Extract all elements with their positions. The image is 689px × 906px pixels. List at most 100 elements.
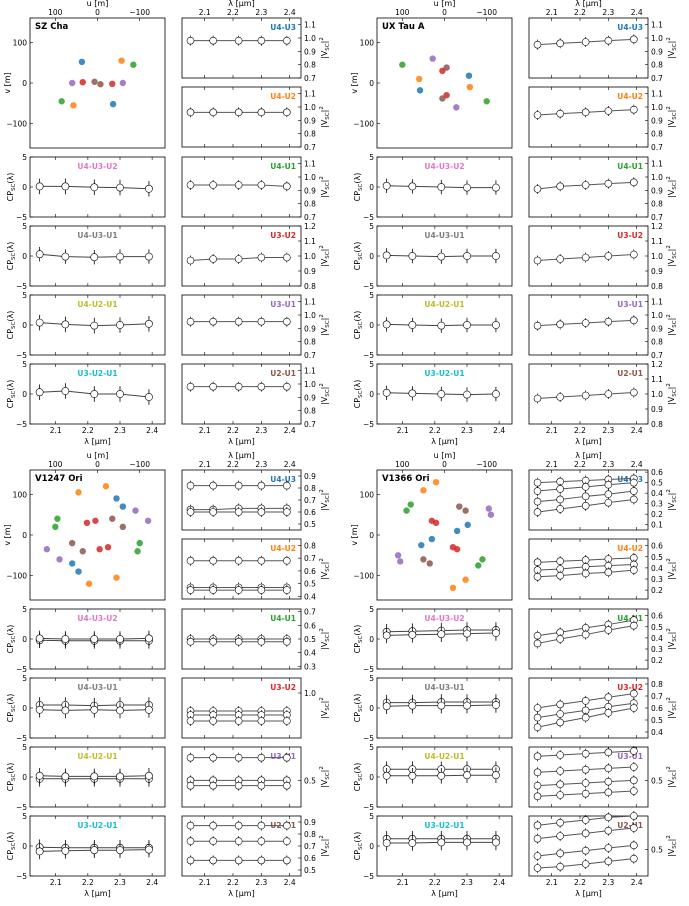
data-point	[604, 568, 613, 577]
uv-point	[416, 87, 424, 94]
data-point	[556, 255, 564, 263]
data-point	[556, 393, 564, 401]
data-point	[630, 250, 638, 259]
triangle-label: U4-U3-U2	[77, 614, 117, 623]
uv-x-tick-label: 100	[395, 8, 410, 17]
y-tick-label: 0.5	[304, 520, 316, 529]
uv-point	[475, 562, 482, 569]
uv-y-tick-label: 0	[22, 79, 27, 88]
data-point	[283, 36, 291, 45]
uv-x-axis-label: u [m]	[87, 0, 109, 8]
data-point	[437, 252, 446, 261]
y-tick-label: −5	[16, 872, 27, 881]
data-point	[61, 320, 70, 329]
data-point	[116, 252, 124, 261]
data-point	[116, 635, 124, 643]
x-tick-label: 2.4	[146, 878, 158, 887]
data-point	[186, 781, 195, 790]
y-tick-label: 0.8	[304, 130, 316, 139]
x-tick-label: 2.1	[50, 878, 62, 887]
data-point	[61, 182, 70, 191]
uv-point	[462, 576, 469, 583]
y-tick-label: 0.9	[651, 324, 663, 333]
x-tick-label: 2.1	[397, 426, 409, 435]
x-tick-label-top: 2.1	[199, 8, 211, 17]
x-tick-label-top: 2.2	[574, 8, 586, 17]
uv-point	[79, 548, 86, 555]
data-point	[630, 105, 638, 114]
data-point	[186, 821, 195, 830]
uv-point	[134, 548, 141, 555]
data-point	[145, 771, 153, 780]
data-point	[257, 637, 266, 646]
baseline-label: U4-U3	[270, 23, 296, 32]
uv-point	[119, 523, 127, 531]
y-tick-label: 0.7	[304, 554, 316, 563]
data-point	[186, 256, 195, 265]
data-point	[533, 111, 542, 119]
data-point	[556, 849, 564, 858]
uv-x-axis-label: u [m]	[434, 451, 456, 460]
y-tick-label: 0.6	[651, 542, 663, 551]
uv-point	[58, 98, 65, 105]
x-tick-label: 2.2	[82, 426, 94, 435]
data-point	[604, 480, 613, 489]
y-tick-label: 0.9	[651, 405, 663, 414]
triangle-label: U4-U2-U1	[77, 300, 117, 309]
data-point	[581, 391, 590, 400]
data-point	[382, 320, 391, 329]
uv-point	[462, 507, 469, 514]
data-point	[408, 839, 417, 847]
data-point	[533, 852, 542, 860]
data-point	[581, 765, 590, 774]
y-tick-label: 5	[22, 360, 27, 369]
data-point	[556, 635, 564, 643]
data-point	[257, 753, 266, 762]
y-tick-label: −5	[363, 665, 374, 674]
y-tick-label: 0	[22, 321, 27, 330]
data-point	[257, 181, 266, 189]
uv-point	[132, 507, 139, 514]
cp-y-axis-label: CPSC(λ)	[6, 173, 17, 202]
y-tick-label: 0.6	[304, 508, 316, 517]
baseline-label: U3-U2	[270, 231, 296, 240]
data-point	[283, 556, 291, 565]
uv-y-tick-label: 100	[13, 38, 28, 47]
data-point	[283, 586, 291, 594]
data-point	[145, 184, 153, 193]
v2-y-axis-label: |VSC|2	[319, 489, 331, 511]
data-point	[186, 837, 195, 846]
uv-y-tick-label: −100	[6, 120, 27, 129]
uv-point	[464, 521, 471, 529]
y-tick-label: 5	[369, 812, 374, 821]
y-tick-label: 1.0	[651, 390, 663, 399]
uv-point	[85, 580, 93, 587]
panel-frame	[528, 746, 649, 808]
v2-y-axis-label: |VSC|2	[666, 766, 678, 788]
data-point	[463, 183, 471, 192]
uv-x-axis-label: u [m]	[87, 451, 109, 460]
data-point	[61, 706, 70, 715]
data-point	[145, 845, 153, 854]
data-point	[186, 556, 195, 565]
y-tick-label: 1.2	[651, 360, 663, 369]
data-point	[533, 821, 542, 830]
data-point	[533, 834, 542, 843]
data-point	[533, 864, 542, 872]
data-point	[186, 108, 195, 117]
y-tick-label: 0.9	[304, 186, 316, 195]
data-point	[630, 388, 638, 397]
v2-y-axis-label: |VSC|2	[666, 314, 678, 336]
data-point	[283, 717, 291, 725]
data-point	[90, 635, 99, 643]
data-point	[116, 772, 124, 781]
data-point	[209, 781, 217, 790]
y-tick-label: 0.8	[651, 282, 663, 291]
data-point	[630, 704, 638, 712]
data-point	[630, 487, 638, 495]
object-name: V1247 Ori	[35, 474, 83, 484]
y-tick-label: 0.4	[651, 728, 663, 737]
baseline-label: U2-U1	[617, 821, 643, 830]
y-tick-label: 5	[22, 291, 27, 300]
v2-y-axis-label: |VSC|2	[666, 697, 678, 719]
